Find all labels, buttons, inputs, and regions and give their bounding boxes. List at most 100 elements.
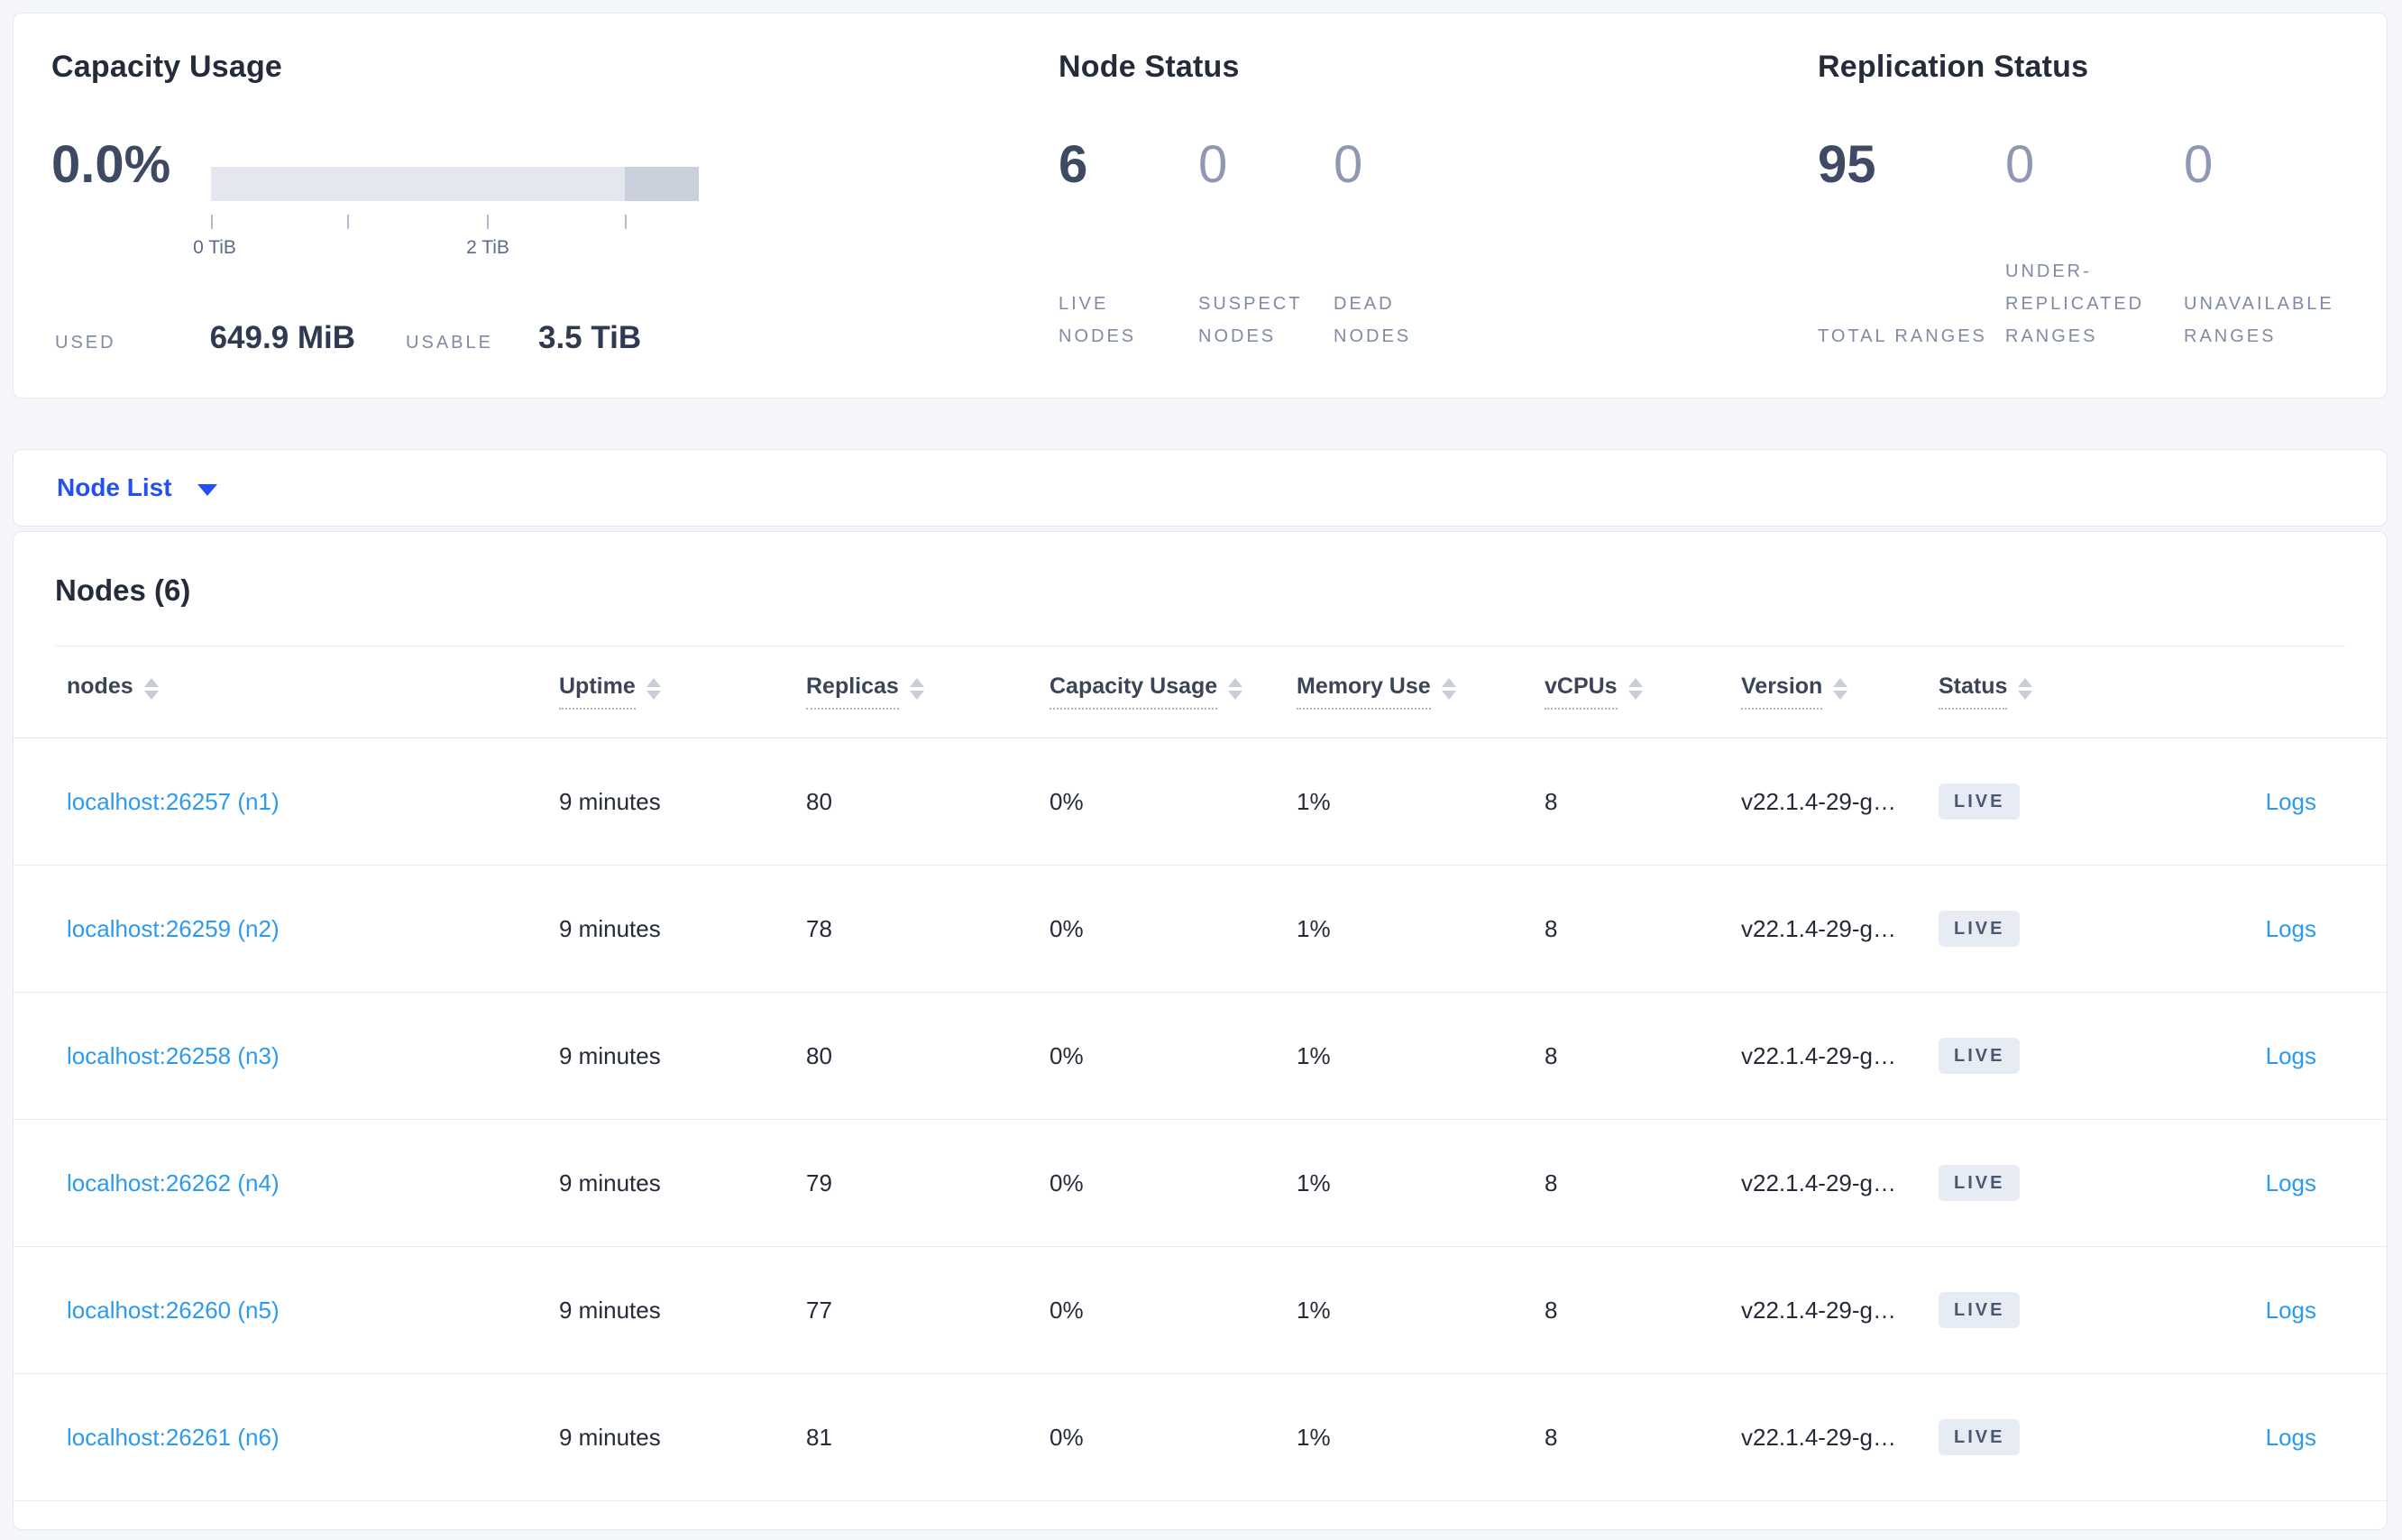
logs-link[interactable]: Logs <box>2265 1169 2316 1196</box>
uptime-cell: 9 minutes <box>559 1169 661 1196</box>
table-row: localhost:26260 (n5) 9 minutes 77 0% 1% … <box>14 1247 2387 1374</box>
column-header-capacity-usage[interactable]: Capacity Usage <box>1050 674 1297 710</box>
capacity-usage-title: Capacity Usage <box>51 50 283 84</box>
node-address-link[interactable]: localhost:26258 (n3) <box>67 1041 280 1069</box>
live-nodes-value: 6 <box>1059 135 1088 194</box>
axis-tick-label: 0 TiB <box>193 237 236 258</box>
table-row: localhost:26257 (n1) 9 minutes 80 0% 1% … <box>14 738 2387 866</box>
column-header-memory-use[interactable]: Memory Use <box>1297 674 1545 710</box>
memory-use-cell: 1% <box>1297 1296 1331 1324</box>
table-row: localhost:26262 (n4) 9 minutes 79 0% 1% … <box>14 1120 2387 1247</box>
nodes-table: nodes Uptime Replicas Capacity Usage <box>14 646 2387 1501</box>
replicas-cell: 80 <box>806 787 832 815</box>
status-badge: LIVE <box>1939 1292 2021 1328</box>
memory-use-cell: 1% <box>1297 787 1331 815</box>
logs-link[interactable]: Logs <box>2265 914 2316 942</box>
sort-icon <box>1627 678 1643 700</box>
version-cell: v22.1.4-29-g… <box>1741 914 1896 942</box>
capacity-usage-cell: 0% <box>1050 914 1084 942</box>
version-cell: v22.1.4-29-g… <box>1741 787 1896 815</box>
capacity-usage-cell: 0% <box>1050 1296 1084 1324</box>
column-header-nodes[interactable]: nodes <box>67 674 559 710</box>
suspect-nodes-label: SUSPECT NODES <box>1198 294 1303 346</box>
suspect-nodes-stat: 0 SUSPECT NODES <box>1198 136 1334 353</box>
column-header-status[interactable]: Status <box>1939 674 2132 710</box>
replicas-cell: 77 <box>806 1296 832 1324</box>
view-selector-bar: Node List <box>13 449 2388 527</box>
status-badge: LIVE <box>1939 1038 2021 1074</box>
version-cell: v22.1.4-29-g… <box>1741 1423 1896 1451</box>
node-address-link[interactable]: localhost:26260 (n5) <box>67 1296 280 1324</box>
view-selector-dropdown[interactable]: Node List <box>57 473 217 502</box>
capacity-usage-cell: 0% <box>1050 787 1084 815</box>
uptime-cell: 9 minutes <box>559 1041 661 1069</box>
node-address-link[interactable]: localhost:26259 (n2) <box>67 914 280 942</box>
capacity-bar-track <box>211 167 699 201</box>
vcpus-cell: 8 <box>1545 1296 1558 1324</box>
node-status-title: Node Status <box>1059 50 1240 84</box>
memory-use-cell: 1% <box>1297 1169 1331 1196</box>
axis-tick <box>211 215 213 229</box>
column-header-replicas[interactable]: Replicas <box>806 674 1050 710</box>
replicas-cell: 80 <box>806 1041 832 1069</box>
table-row: localhost:26259 (n2) 9 minutes 78 0% 1% … <box>14 866 2387 993</box>
vcpus-cell: 8 <box>1545 787 1558 815</box>
live-nodes-label: LIVE NODES <box>1059 294 1137 346</box>
table-body: localhost:26257 (n1) 9 minutes 80 0% 1% … <box>14 738 2387 1501</box>
column-header-uptime[interactable]: Uptime <box>559 674 806 710</box>
suspect-nodes-value: 0 <box>1198 135 1228 194</box>
logs-link[interactable]: Logs <box>2265 1041 2316 1069</box>
node-address-link[interactable]: localhost:26257 (n1) <box>67 787 280 815</box>
capacity-usage-bar: 0 TiB 2 TiB <box>193 167 699 258</box>
nodes-heading: Nodes (6) <box>55 573 191 607</box>
sort-icon <box>1228 678 1243 700</box>
logs-link[interactable]: Logs <box>2265 787 2316 815</box>
logs-link[interactable]: Logs <box>2265 1296 2316 1324</box>
sort-icon <box>909 678 924 700</box>
sort-icon <box>2018 678 2033 700</box>
replicas-cell: 81 <box>806 1423 832 1451</box>
usable-value: 3.5 TiB <box>537 320 642 355</box>
under-replicated-ranges-label: UNDER-REPLICATED RANGES <box>2005 261 2145 346</box>
capacity-usage-cell: 0% <box>1050 1169 1084 1196</box>
version-cell: v22.1.4-29-g… <box>1741 1169 1896 1196</box>
sort-icon <box>143 678 159 700</box>
vcpus-cell: 8 <box>1545 1169 1558 1196</box>
node-list-panel: Nodes (6) nodes Uptime Replicas <box>13 531 2388 1530</box>
vcpus-cell: 8 <box>1545 1041 1558 1069</box>
table-row: localhost:26261 (n6) 9 minutes 81 0% 1% … <box>14 1374 2387 1501</box>
axis-tick-label: 2 TiB <box>466 237 509 258</box>
capacity-percent-value: 0.0% <box>51 135 171 194</box>
replicas-cell: 79 <box>806 1169 832 1196</box>
unavailable-ranges-label: UNAVAILABLE RANGES <box>2184 294 2334 346</box>
capacity-usage-cell: 0% <box>1050 1423 1084 1451</box>
replicas-cell: 78 <box>806 914 832 942</box>
node-address-link[interactable]: localhost:26261 (n6) <box>67 1423 280 1451</box>
capacity-bar-reserved-segment <box>625 167 699 201</box>
sort-icon <box>1441 678 1456 700</box>
status-badge: LIVE <box>1939 1165 2021 1201</box>
replication-status-title: Replication Status <box>1818 50 2089 84</box>
under-replicated-ranges-value: 0 <box>2005 135 2035 194</box>
replication-status-section: Replication Status 95 TOTAL RANGES 0 UND… <box>1818 14 2377 398</box>
memory-use-cell: 1% <box>1297 914 1331 942</box>
logs-link[interactable]: Logs <box>2265 1423 2316 1451</box>
status-badge: LIVE <box>1939 784 2021 820</box>
used-value: 649.9 MiB <box>209 320 356 355</box>
memory-use-cell: 1% <box>1297 1041 1331 1069</box>
unavailable-ranges-value: 0 <box>2184 135 2214 194</box>
node-address-link[interactable]: localhost:26262 (n4) <box>67 1169 280 1196</box>
chevron-down-icon <box>197 483 217 496</box>
column-header-vcpus[interactable]: vCPUs <box>1545 674 1741 710</box>
version-cell: v22.1.4-29-g… <box>1741 1296 1896 1324</box>
uptime-cell: 9 minutes <box>559 1423 661 1451</box>
total-ranges-value: 95 <box>1818 135 1876 194</box>
vcpus-cell: 8 <box>1545 914 1558 942</box>
uptime-cell: 9 minutes <box>559 1296 661 1324</box>
dead-nodes-value: 0 <box>1334 135 1363 194</box>
used-label: USED <box>55 333 116 353</box>
column-header-version[interactable]: Version <box>1741 674 1939 710</box>
status-badge: LIVE <box>1939 911 2021 947</box>
capacity-usage-detail: USED 649.9 MiB USABLE 3.5 TiB <box>55 320 641 356</box>
sort-icon <box>1833 678 1848 700</box>
